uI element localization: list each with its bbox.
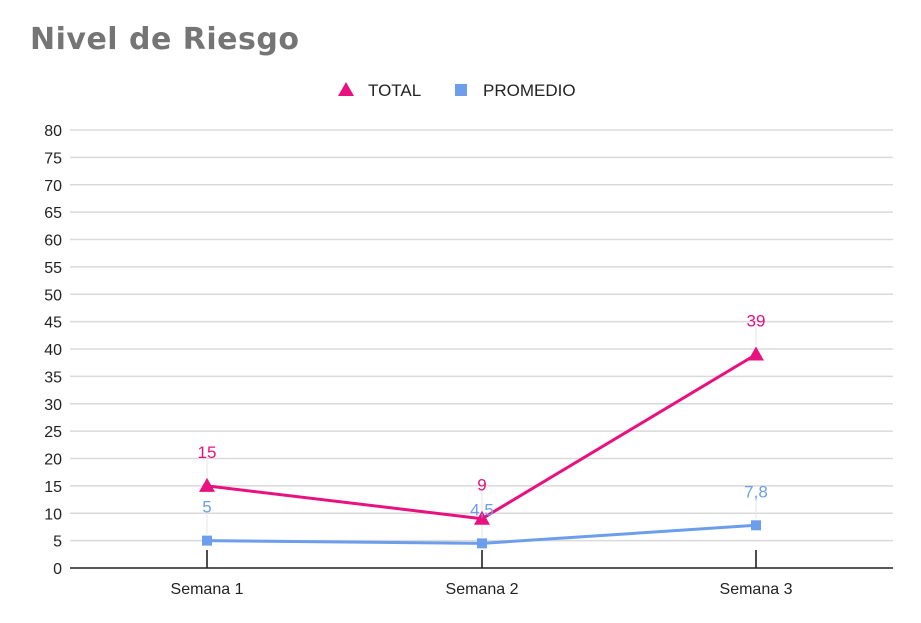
data-point-total — [474, 510, 490, 525]
y-tick-label: 0 — [53, 561, 62, 578]
data-point-promedio — [751, 520, 761, 531]
y-tick-label: 10 — [44, 506, 62, 523]
data-point-promedio — [202, 535, 212, 546]
x-tick-label: Semana 3 — [720, 581, 793, 598]
legend-label-promedio: PROMEDIO — [483, 81, 576, 100]
data-label-promedio: 4,5 — [470, 500, 494, 519]
y-tick-label: 65 — [44, 205, 62, 222]
y-tick-label: 20 — [44, 452, 62, 469]
y-tick-label: 15 — [44, 479, 62, 496]
data-label-promedio: 5 — [202, 498, 211, 517]
y-tick-label: 25 — [44, 424, 62, 441]
data-label-total: 9 — [477, 476, 486, 495]
legend-marker-total — [338, 82, 354, 96]
y-tick-label: 75 — [44, 150, 62, 167]
y-tick-label: 55 — [44, 260, 62, 277]
data-point-promedio — [477, 538, 487, 549]
data-point-total — [748, 346, 764, 361]
data-label-total: 39 — [747, 311, 766, 330]
y-tick-label: 5 — [53, 534, 62, 551]
data-label-total: 15 — [198, 443, 217, 462]
y-tick-label: 30 — [44, 397, 62, 414]
y-tick-label: 35 — [44, 369, 62, 386]
x-tick-label: Semana 2 — [446, 581, 519, 598]
chart-title: Nivel de Riesgo — [30, 22, 300, 57]
data-label-promedio: 7,8 — [744, 482, 768, 501]
y-tick-label: 50 — [44, 287, 62, 304]
y-tick-label: 70 — [44, 178, 62, 195]
x-tick-label: Semana 1 — [171, 581, 244, 598]
y-tick-label: 80 — [44, 123, 62, 140]
data-point-total — [199, 477, 215, 492]
y-tick-label: 40 — [44, 342, 62, 359]
legend-label-total: TOTAL — [368, 81, 421, 100]
legend-marker-promedio — [455, 84, 467, 96]
y-tick-label: 60 — [44, 233, 62, 250]
y-tick-label: 45 — [44, 315, 62, 332]
